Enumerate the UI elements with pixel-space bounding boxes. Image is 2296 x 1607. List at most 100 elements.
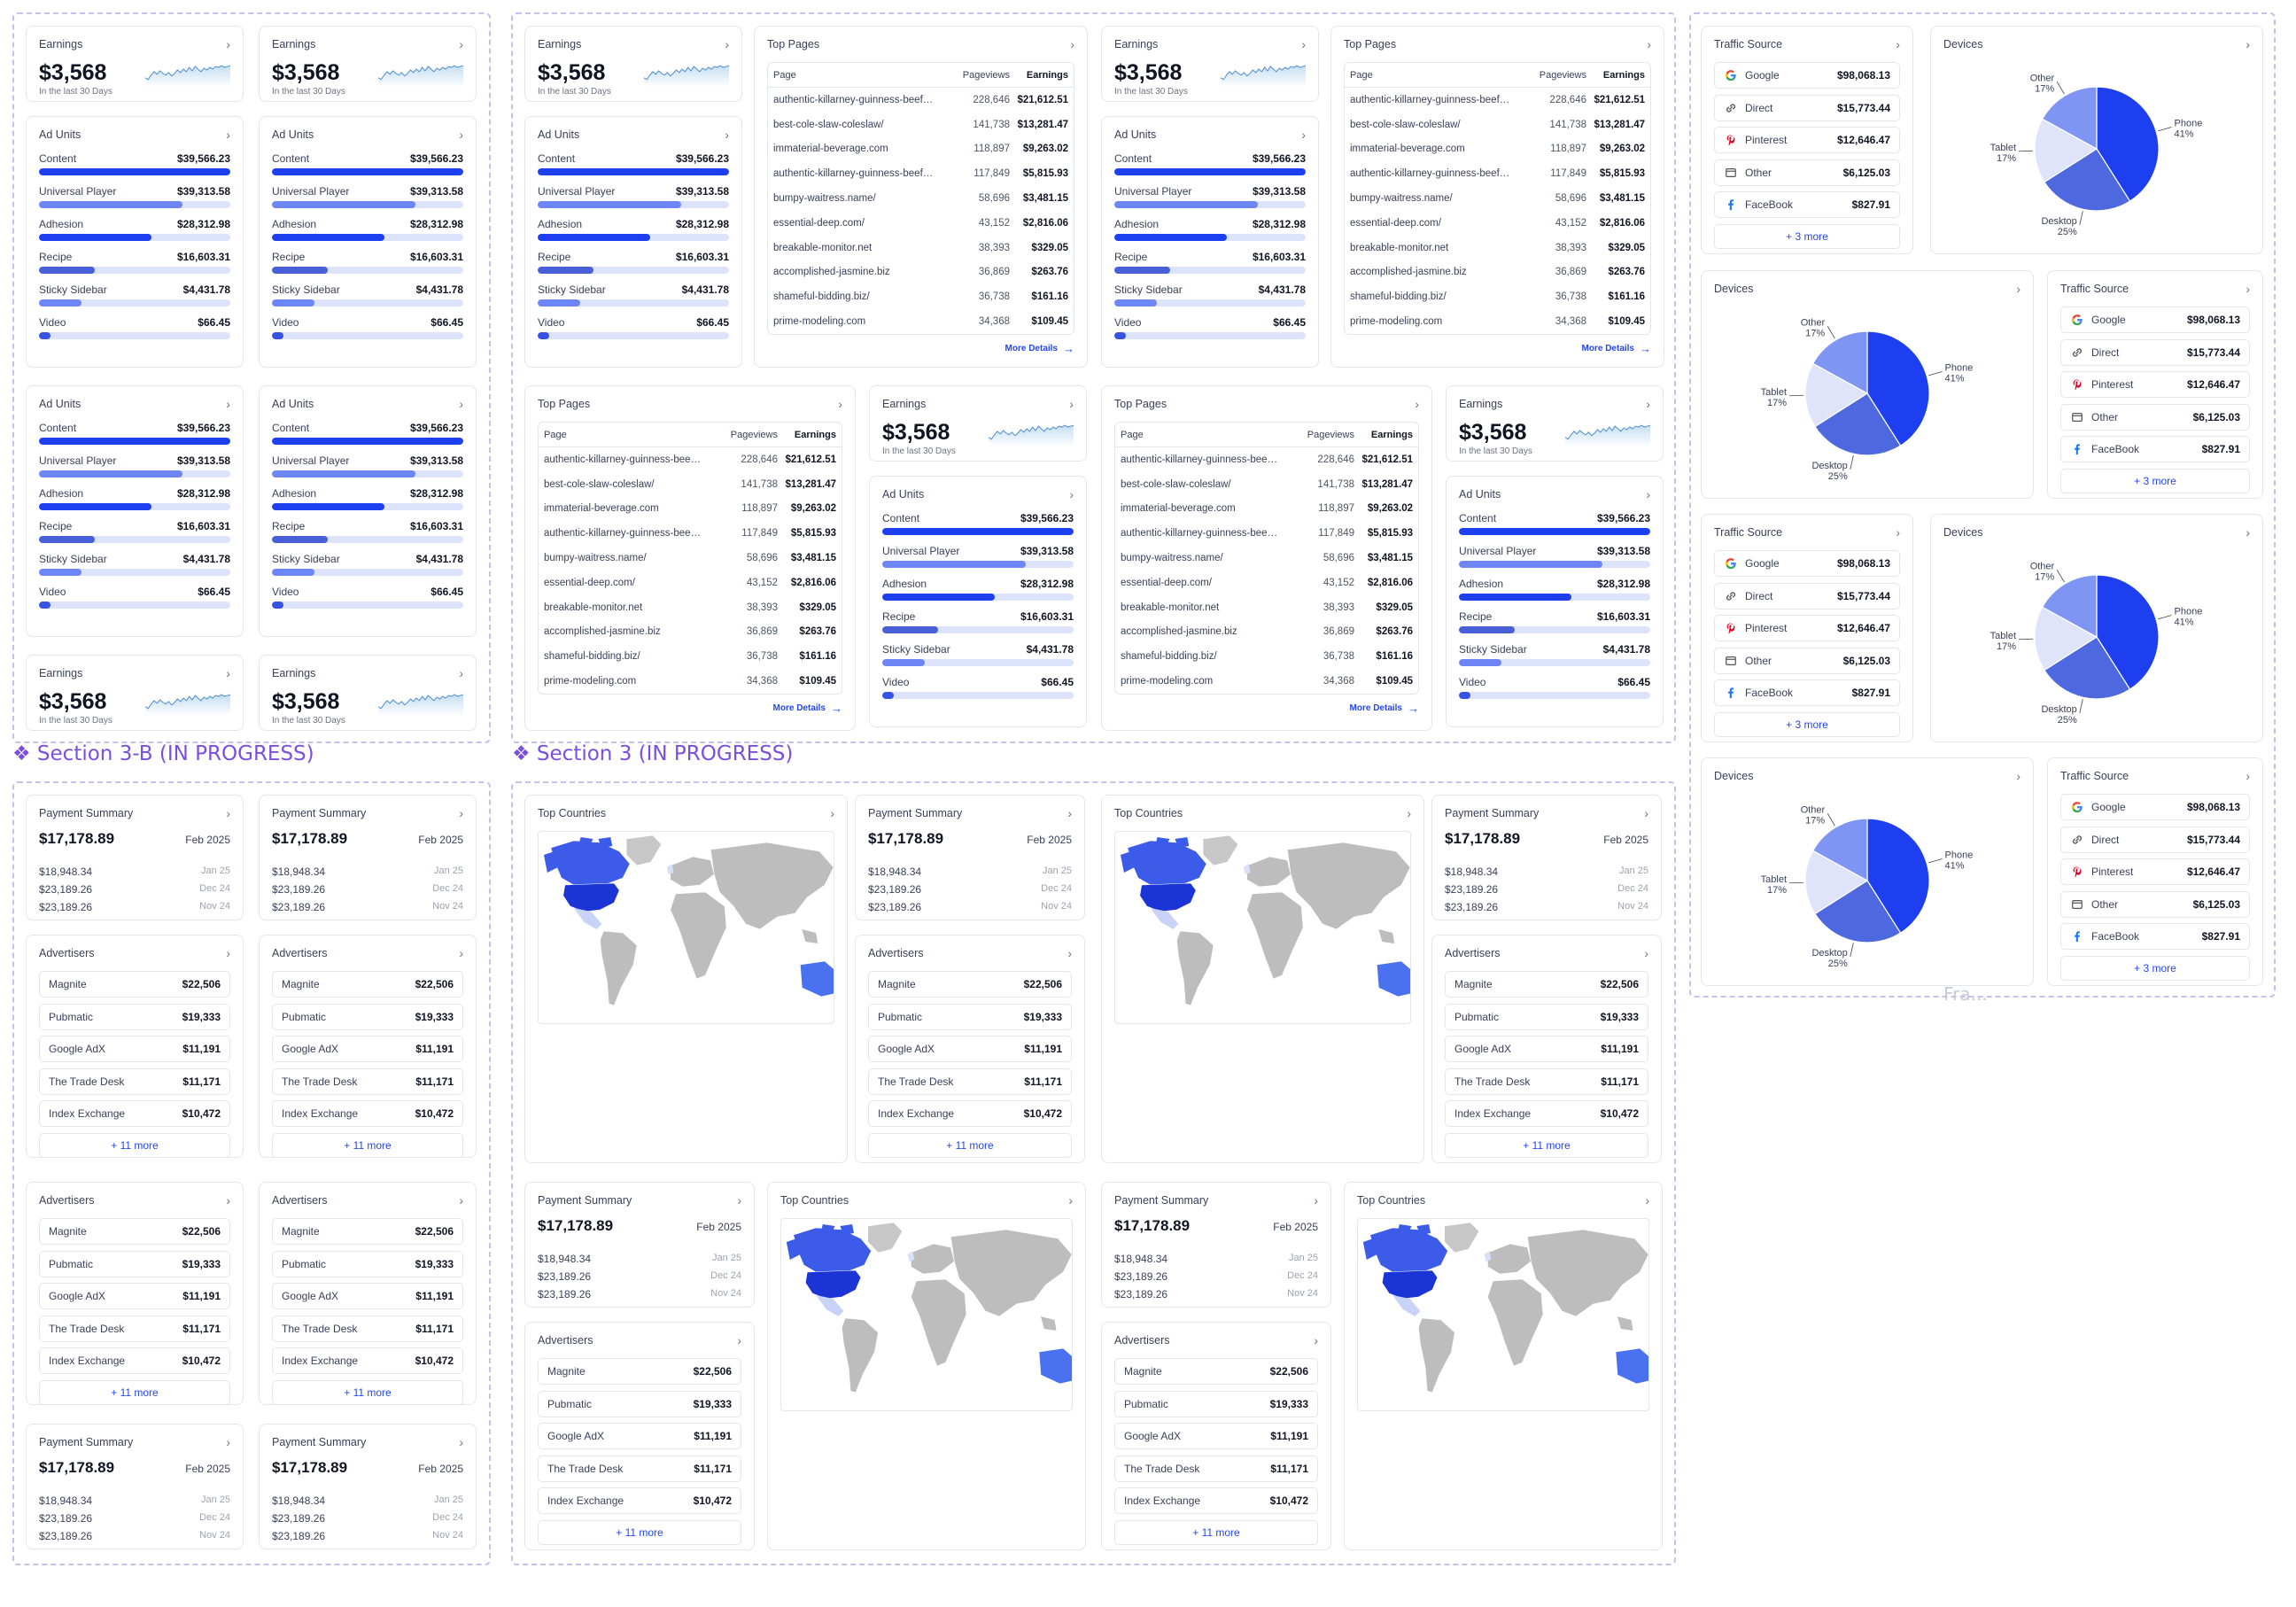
chevron-right-icon[interactable]: › <box>459 37 463 51</box>
table-row[interactable]: bumpy-waitress.name/58,696 $3,481.15 <box>539 546 842 571</box>
traffic-source-item[interactable]: FaceBook $827.91 <box>2060 923 2250 950</box>
traffic-source-item[interactable]: Pinterest $12,646.47 <box>1714 127 1900 153</box>
advertiser-item[interactable]: Index Exchange $10,472 <box>39 1100 230 1127</box>
ad-units-header[interactable]: Ad Units › <box>39 117 230 152</box>
advertiser-item[interactable]: Magnite $22,506 <box>1445 971 1648 998</box>
chevron-right-icon[interactable]: › <box>2246 525 2250 540</box>
chevron-right-icon[interactable]: › <box>1646 487 1650 501</box>
top-pages-header[interactable]: Top Pages › <box>1344 27 1651 62</box>
chevron-right-icon[interactable]: › <box>459 1435 463 1449</box>
traffic-source-header[interactable]: Traffic Source › <box>2060 271 2250 307</box>
ad-units-header[interactable]: Ad Units › <box>272 386 463 422</box>
advertiser-item[interactable]: Google AdX $11,191 <box>868 1036 1072 1062</box>
advertiser-item[interactable]: Pubmatic $19,333 <box>39 1003 230 1030</box>
traffic-source-item[interactable]: Direct $15,773.44 <box>1714 94 1900 121</box>
advertisers-header[interactable]: Advertisers › <box>39 935 230 971</box>
chevron-right-icon[interactable]: › <box>226 1435 230 1449</box>
chevron-right-icon[interactable]: › <box>459 128 463 142</box>
advertiser-item[interactable]: Pubmatic $19,333 <box>272 1250 463 1277</box>
table-row[interactable]: best-cole-slaw-coleslaw/141,738 $13,281.4… <box>1115 472 1418 497</box>
advertiser-item[interactable]: Index Exchange $10,472 <box>39 1347 230 1374</box>
chevron-right-icon[interactable]: › <box>830 806 834 820</box>
advertiser-item[interactable]: Pubmatic $19,333 <box>868 1003 1072 1030</box>
chevron-right-icon[interactable]: › <box>1645 1193 1649 1207</box>
more-details-link[interactable]: More Details → <box>538 702 842 715</box>
earnings-header[interactable]: Earnings › <box>1114 27 1306 62</box>
advertiser-item[interactable]: Magnite $22,506 <box>868 971 1072 998</box>
advertisers-more-button[interactable]: + 11 more <box>39 1132 230 1157</box>
advertiser-item[interactable]: The Trade Desk $11,171 <box>272 1067 463 1095</box>
traffic-more-button[interactable]: + 3 more <box>2060 955 2250 981</box>
table-row[interactable]: accomplished-jasmine.biz 36,869 $263.76 <box>768 260 1074 285</box>
earnings-header[interactable]: Earnings › <box>538 27 729 62</box>
advertiser-item[interactable]: The Trade Desk $11,171 <box>1114 1455 1318 1482</box>
chevron-right-icon[interactable]: › <box>2246 769 2250 783</box>
table-row[interactable]: prime-modeling.com 34,368 $109.45 <box>1115 669 1418 694</box>
advertiser-item[interactable]: Google AdX $11,191 <box>1445 1036 1648 1062</box>
ad-units-header[interactable]: Ad Units › <box>538 117 729 152</box>
table-row[interactable]: bumpy-waitress.name/58,696 $3,481.15 <box>1345 186 1650 211</box>
ad-units-header[interactable]: Ad Units › <box>1114 117 1306 152</box>
chevron-right-icon[interactable]: › <box>1407 806 1411 820</box>
chevron-right-icon[interactable]: › <box>725 37 729 51</box>
payment-summary-header[interactable]: Payment Summary › <box>1445 796 1648 831</box>
ad-units-header[interactable]: Ad Units › <box>1459 477 1650 512</box>
ad-units-header[interactable]: Ad Units › <box>39 386 230 422</box>
table-row[interactable]: immaterial-beverage.com 118,897 $9,263.02 <box>768 137 1074 162</box>
chevron-right-icon[interactable]: › <box>1644 806 1648 820</box>
advertisers-header[interactable]: Advertisers › <box>272 1183 463 1218</box>
advertisers-header[interactable]: Advertisers › <box>868 935 1072 971</box>
payment-summary-header[interactable]: Payment Summary › <box>39 796 230 831</box>
chevron-right-icon[interactable]: › <box>226 397 230 411</box>
payment-summary-header[interactable]: Payment Summary › <box>272 796 463 831</box>
devices-header[interactable]: Devices › <box>1943 27 2250 62</box>
table-row[interactable]: essential-deep.com/43,152 $2,816.06 <box>539 571 842 595</box>
table-row[interactable]: best-cole-slaw-coleslaw/141,738 $13,281.4… <box>768 113 1074 137</box>
table-row[interactable]: shameful-bidding.biz/36,738 $161.16 <box>1345 284 1650 309</box>
table-row[interactable]: authentic-killarney-guinness-beef-stew 22… <box>539 447 842 472</box>
chevron-right-icon[interactable]: › <box>226 37 230 51</box>
traffic-source-item[interactable]: Other $6,125.03 <box>2060 403 2250 431</box>
advertisers-header[interactable]: Advertisers › <box>1114 1323 1318 1358</box>
traffic-source-item[interactable]: Google $98,068.13 <box>1714 550 1900 577</box>
earnings-header[interactable]: Earnings › <box>272 656 463 691</box>
advertiser-item[interactable]: Magnite $22,506 <box>272 1218 463 1245</box>
traffic-source-item[interactable]: FaceBook $827.91 <box>1714 679 1900 706</box>
top-countries-header[interactable]: Top Countries › <box>1114 796 1411 831</box>
advertisers-more-button[interactable]: + 11 more <box>1114 1519 1318 1545</box>
advertiser-item[interactable]: Google AdX $11,191 <box>272 1036 463 1062</box>
advertiser-item[interactable]: Pubmatic $19,333 <box>1114 1390 1318 1417</box>
chevron-right-icon[interactable]: › <box>2246 282 2250 296</box>
advertisers-more-button[interactable]: + 11 more <box>1445 1132 1648 1158</box>
chevron-right-icon[interactable]: › <box>725 128 729 142</box>
chevron-right-icon[interactable]: › <box>1644 946 1648 960</box>
table-row[interactable]: authentic-killarney-guinness-beef-stew 11… <box>1345 161 1650 186</box>
traffic-source-item[interactable]: Other $6,125.03 <box>1714 647 1900 674</box>
chevron-right-icon[interactable]: › <box>1069 487 1074 501</box>
chevron-right-icon[interactable]: › <box>737 1333 741 1347</box>
chevron-right-icon[interactable]: › <box>1301 37 1306 51</box>
advertiser-item[interactable]: Pubmatic $19,333 <box>272 1003 463 1030</box>
advertiser-item[interactable]: Google AdX $11,191 <box>39 1283 230 1309</box>
advertiser-item[interactable]: Google AdX $11,191 <box>272 1283 463 1309</box>
more-details-link[interactable]: More Details → <box>1344 342 1651 355</box>
chevron-right-icon[interactable]: › <box>459 666 463 680</box>
devices-header[interactable]: Devices › <box>1943 515 2250 550</box>
traffic-source-item[interactable]: Pinterest $12,646.47 <box>2060 858 2250 885</box>
advertiser-item[interactable]: The Trade Desk $11,171 <box>868 1067 1072 1095</box>
chevron-right-icon[interactable]: › <box>1070 37 1074 51</box>
ad-units-header[interactable]: Ad Units › <box>272 117 463 152</box>
traffic-more-button[interactable]: + 3 more <box>1714 223 1900 249</box>
chevron-right-icon[interactable]: › <box>459 397 463 411</box>
table-row[interactable]: accomplished-jasmine.biz 36,869 $263.76 <box>1345 260 1650 285</box>
traffic-source-item[interactable]: FaceBook $827.91 <box>2060 436 2250 462</box>
earnings-header[interactable]: Earnings › <box>39 656 230 691</box>
table-row[interactable]: breakable-monitor.net 38,393 $329.05 <box>539 595 842 620</box>
advertisers-more-button[interactable]: + 11 more <box>39 1379 230 1404</box>
chevron-right-icon[interactable]: › <box>2016 282 2021 296</box>
top-pages-header[interactable]: Top Pages › <box>767 27 1074 62</box>
chevron-right-icon[interactable]: › <box>226 128 230 142</box>
chevron-right-icon[interactable]: › <box>1301 128 1306 142</box>
table-row[interactable]: authentic-killarney-guinness-beef-stew 22… <box>1115 447 1418 472</box>
chevron-right-icon[interactable]: › <box>459 806 463 820</box>
